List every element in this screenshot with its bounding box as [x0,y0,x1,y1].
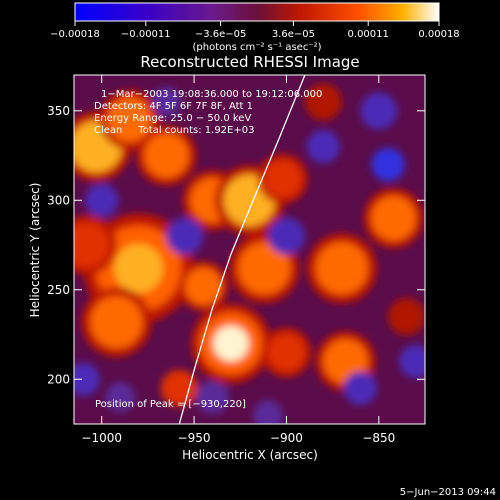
heatmap-blob [184,267,222,305]
colorbar-unit-label: (photons cm⁻² s⁻¹ asec⁻²) [192,42,321,53]
colorbar-tick-label: −0.00011 [121,29,171,40]
annotation-clean: Clean Total counts: 1.92E+03 [94,125,254,136]
heatmap-blob [151,87,182,117]
heatmap-blob [360,92,398,130]
heatmap-blob [105,382,135,412]
chart-title: Reconstructed RHESSI Image [140,53,359,71]
heatmap-blob [90,296,143,348]
heatmap-blob [343,371,377,405]
annotation-time: 1−Mar−2003 19:08:36.000 to 19:12:06.000 [101,89,322,100]
x-tick-label: −1000 [81,431,122,445]
heatmap-blob [160,369,198,407]
y-tick-label: 250 [47,283,70,297]
plot-frame [73,74,426,425]
heatmap-blob [267,217,305,255]
y-tick-label: 200 [47,372,70,386]
colorbar-tick-label: −3.6e−05 [195,29,247,40]
heatmap-blob [388,298,425,336]
heatmap-blob [306,129,341,164]
peak-position-label: Position of Peak = [−930,220] [95,399,246,410]
heatmap-blob [144,133,189,178]
heatmap-blob [238,242,291,295]
generation-date: 5−Jun−2013 09:44 [400,487,496,498]
colorbar [74,2,440,22]
x-tick-label: −950 [178,431,211,445]
y-tick-label: 350 [47,104,70,118]
heatmap-blob [267,333,305,371]
heatmap-blob [399,344,425,378]
x-tick-label: −850 [362,431,395,445]
y-tick-label: 300 [47,193,70,207]
colorbar-tick-label: 3.6e−05 [272,29,315,40]
y-axis-label: Heliocentric Y (arcsec) [28,183,42,318]
annotation-detectors: Detectors: 4F 5F 6F 7F 8F, Att 1 [94,101,253,112]
heatmap-blob [74,362,100,396]
heatmap-blob [304,83,342,121]
heatmap-blob [213,325,249,362]
axis-ticks: −1000 −950 −900 −850 200 250 300 350 [47,75,425,445]
x-tick-label: −900 [270,431,303,445]
x-axis-label: Heliocentric X (arcsec) [182,448,318,462]
heatmap-blob [114,243,164,293]
colorbar-tick-label: 0.00018 [418,29,459,40]
heatmap-blob [85,183,119,217]
heatmap-blob [107,97,152,142]
heatmap-blob [371,196,416,241]
colorbar-tick-label: −0.00018 [50,29,100,40]
solar-limb-curve [178,75,306,424]
heatmap-blob [195,380,230,414]
heatmap-blob [264,160,302,198]
heatmap-blob [253,400,283,424]
heatmap-blob [316,242,368,295]
image-area [74,75,425,424]
colorbar-ticks: −0.00018 −0.00011 −3.6e−05 3.6e−05 0.00011 0.… [50,21,460,40]
heatmap-blob [371,147,405,182]
heatmap-blob [166,217,204,255]
colorbar-tick-label: 0.00011 [348,29,389,40]
heatmap-blob [74,222,110,268]
annotation-energy: Energy Range: 25.0 − 50.0 keV [94,113,251,124]
